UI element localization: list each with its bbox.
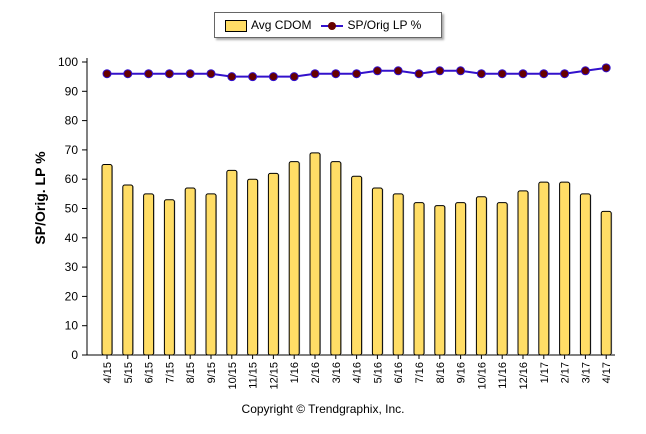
bar bbox=[101, 164, 113, 356]
x-tick-label: 9/16 bbox=[456, 362, 468, 383]
x-tick-label: 4/15 bbox=[102, 362, 114, 383]
legend-label: SP/Orig LP % bbox=[347, 18, 422, 32]
x-tick-label: 2/17 bbox=[560, 362, 572, 383]
bar bbox=[122, 184, 134, 356]
y-tick-label: 40 bbox=[65, 231, 79, 245]
line-swatch bbox=[321, 21, 344, 31]
line-marker bbox=[435, 66, 445, 76]
line-marker bbox=[497, 69, 507, 79]
x-tick-label: 1/17 bbox=[539, 362, 551, 383]
bar-swatch bbox=[225, 19, 247, 32]
x-tick-label: 9/15 bbox=[206, 362, 218, 383]
x-tick-label: 1/16 bbox=[289, 362, 301, 383]
bar bbox=[247, 178, 259, 356]
y-tick-label: 100 bbox=[58, 55, 78, 69]
x-tick-label: 6/15 bbox=[144, 362, 156, 383]
bar bbox=[496, 202, 508, 356]
bar bbox=[351, 175, 363, 356]
bar bbox=[600, 210, 612, 356]
bar bbox=[163, 199, 175, 356]
bar bbox=[455, 202, 467, 356]
bar bbox=[330, 161, 342, 356]
legend-label: Avg CDOM bbox=[251, 18, 312, 32]
legend-item-sp-orig: SP/Orig LP % bbox=[321, 18, 421, 32]
x-tick-label: 12/15 bbox=[268, 362, 280, 390]
x-tick-label: 5/15 bbox=[123, 362, 135, 383]
x-tick-label: 11/16 bbox=[497, 362, 509, 389]
y-tick-label: 60 bbox=[65, 172, 79, 186]
line-marker bbox=[414, 69, 424, 79]
x-tick-label: 2/16 bbox=[310, 362, 322, 383]
x-tick-label: 11/15 bbox=[248, 362, 260, 389]
bar bbox=[267, 172, 279, 356]
bar bbox=[143, 193, 155, 356]
line-marker bbox=[248, 72, 258, 82]
bar bbox=[371, 187, 383, 356]
bar bbox=[413, 202, 425, 356]
line-marker bbox=[560, 69, 570, 79]
x-tick-label: 10/15 bbox=[227, 362, 239, 390]
x-tick-label: 6/16 bbox=[393, 362, 405, 383]
bar bbox=[309, 152, 321, 356]
x-tick-label: 3/16 bbox=[331, 362, 343, 383]
line-marker bbox=[102, 69, 112, 79]
y-tick-label: 70 bbox=[65, 143, 79, 157]
bar bbox=[538, 181, 550, 356]
copyright: Copyright © Trendgraphix, Inc. bbox=[241, 402, 405, 416]
legend-item-avg-cdom: Avg CDOM bbox=[225, 18, 311, 32]
y-tick-label: 90 bbox=[65, 84, 79, 98]
y-tick-label: 50 bbox=[65, 202, 79, 216]
x-tick-label: 3/17 bbox=[580, 362, 592, 383]
line-marker bbox=[476, 69, 486, 79]
line-marker bbox=[268, 72, 278, 82]
line-marker bbox=[601, 63, 611, 73]
bar bbox=[517, 190, 529, 356]
y-tick-label: 30 bbox=[65, 260, 79, 274]
y-tick-label: 80 bbox=[65, 114, 79, 128]
line-marker bbox=[539, 69, 549, 79]
x-tick-label: 12/16 bbox=[518, 362, 530, 390]
y-tick-label: 10 bbox=[65, 319, 79, 333]
x-tick-label: 4/17 bbox=[601, 362, 613, 383]
line-marker bbox=[164, 69, 174, 79]
x-tick-label: 5/16 bbox=[372, 362, 384, 383]
x-tick-label: 4/16 bbox=[352, 362, 364, 383]
line-marker bbox=[331, 69, 341, 79]
line-marker bbox=[310, 69, 320, 79]
line-marker bbox=[393, 66, 403, 76]
line-marker bbox=[372, 66, 382, 76]
x-tick-label: 10/16 bbox=[476, 362, 488, 390]
line-marker bbox=[123, 69, 133, 79]
legend: Avg CDOM SP/Orig LP % bbox=[214, 12, 442, 38]
bar bbox=[475, 196, 487, 356]
line-marker bbox=[227, 72, 237, 82]
line-marker bbox=[185, 69, 195, 79]
line-marker bbox=[456, 66, 466, 76]
line-marker bbox=[518, 69, 528, 79]
bar bbox=[205, 193, 217, 356]
bar bbox=[288, 161, 300, 356]
y-axis-label: SP/Orig. LP % bbox=[32, 151, 48, 245]
x-tick-label: 7/15 bbox=[164, 362, 176, 383]
bar bbox=[184, 187, 196, 356]
x-tick-label: 7/16 bbox=[414, 362, 426, 383]
line-marker bbox=[580, 66, 590, 76]
x-tick-label: 8/16 bbox=[435, 362, 447, 383]
line-marker bbox=[206, 69, 216, 79]
y-tick-label: 20 bbox=[65, 289, 79, 303]
y-tick-label: 0 bbox=[71, 348, 78, 362]
bar bbox=[559, 181, 571, 356]
bar bbox=[434, 205, 446, 356]
line-marker bbox=[352, 69, 362, 79]
line-marker bbox=[144, 69, 154, 79]
line-marker bbox=[289, 72, 299, 82]
x-tick-label: 8/15 bbox=[185, 362, 197, 383]
bar bbox=[226, 169, 238, 356]
bar bbox=[392, 193, 404, 356]
bar bbox=[579, 193, 591, 356]
